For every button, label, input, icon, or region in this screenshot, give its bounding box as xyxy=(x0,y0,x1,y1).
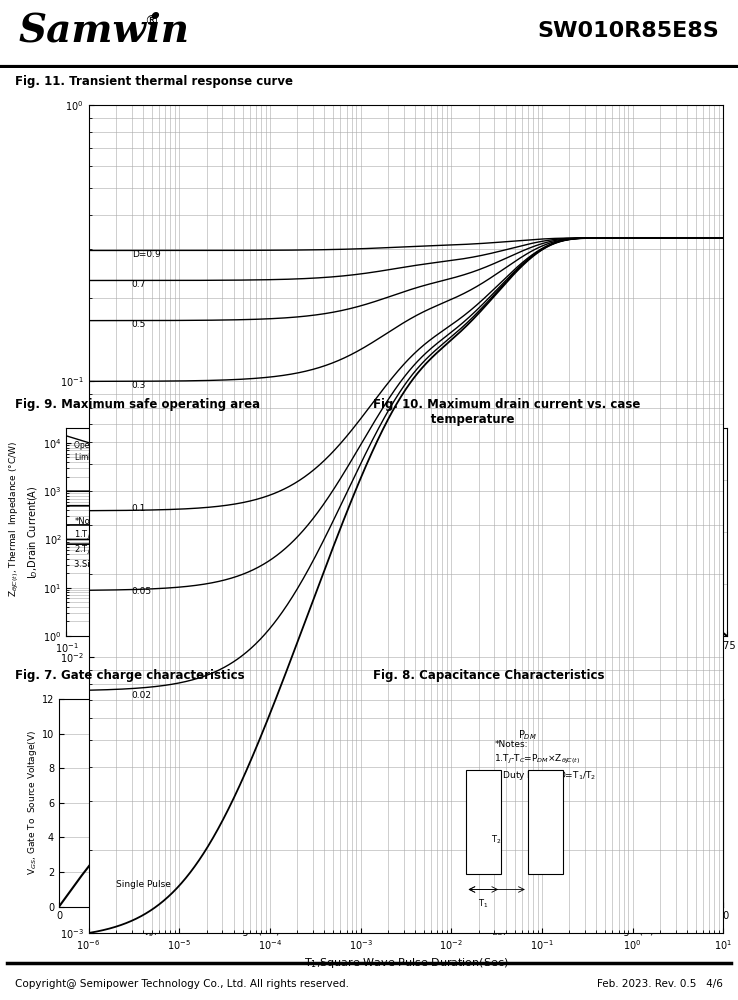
Text: Fig. 7. Gate charge characteristics: Fig. 7. Gate charge characteristics xyxy=(15,669,244,682)
X-axis label: T$_1$,Square Wave Pulse Duration(Sec): T$_1$,Square Wave Pulse Duration(Sec) xyxy=(303,956,508,970)
Text: C$_{oss}$: C$_{oss}$ xyxy=(639,806,659,820)
Text: 100us: 100us xyxy=(256,512,283,521)
Text: Single Pulse: Single Pulse xyxy=(116,880,170,889)
Text: 0.1: 0.1 xyxy=(132,504,146,513)
Text: 0.3: 0.3 xyxy=(132,381,146,390)
Text: Fig. 9. Maximum safe operating area: Fig. 9. Maximum safe operating area xyxy=(15,398,260,411)
Text: V$_{DS}$=68V,I$_D$=30A: V$_{DS}$=68V,I$_D$=30A xyxy=(142,805,227,819)
X-axis label: Tc,Case Temperature (℃): Tc,Case Temperature (℃) xyxy=(510,654,641,664)
Text: Z$_{\theta JC(t)}$, Thermal  Impedance (°C/W): Z$_{\theta JC(t)}$, Thermal Impedance (°… xyxy=(8,441,21,597)
Text: 0.5: 0.5 xyxy=(132,320,146,329)
Text: Copyright@ Semipower Technology Co., Ltd. All rights reserved.: Copyright@ Semipower Technology Co., Ltd… xyxy=(15,979,349,989)
Text: Fig. 10. Maximum drain current vs. case
              temperature: Fig. 10. Maximum drain current vs. case … xyxy=(373,398,640,426)
Text: 0.7: 0.7 xyxy=(132,280,146,289)
Y-axis label: V$_{GS}$, Gate To  Source Voltage(V): V$_{GS}$, Gate To Source Voltage(V) xyxy=(26,730,39,875)
Text: 1ms: 1ms xyxy=(226,529,245,538)
Text: DC: DC xyxy=(156,558,170,567)
X-axis label: V$_{DS}$,Drain To Source Voltage(V): V$_{DS}$,Drain To Source Voltage(V) xyxy=(139,657,293,671)
Text: 0.02: 0.02 xyxy=(132,691,152,700)
Text: Fig. 11. Transient thermal response curve: Fig. 11. Transient thermal response curv… xyxy=(15,75,293,88)
Text: Limited By R$_{DS}$: Limited By R$_{DS}$ xyxy=(75,451,132,464)
Text: *Notes:
1.T$_J$=25℃
2.T$_J$=150℃
3.Single Pulse: *Notes: 1.T$_J$=25℃ 2.T$_J$=150℃ 3.Singl… xyxy=(75,517,134,569)
Text: SW010R85E8S: SW010R85E8S xyxy=(538,21,720,41)
Text: Operation In This Area Is: Operation In This Area Is xyxy=(75,441,169,450)
Y-axis label: C (pF): C (pF) xyxy=(381,787,391,818)
Text: Feb. 2023. Rev. 0.5   4/6: Feb. 2023. Rev. 0.5 4/6 xyxy=(597,979,723,989)
Y-axis label: I$_D$,Drain Current(A): I$_D$,Drain Current(A) xyxy=(27,485,41,579)
Text: Samwin: Samwin xyxy=(18,12,190,50)
Text: C$_{iss}$: C$_{iss}$ xyxy=(646,747,664,761)
X-axis label: V$_{DS}$, Drain To Source Voltage (V): V$_{DS}$, Drain To Source Voltage (V) xyxy=(485,924,655,938)
Text: D=0.9: D=0.9 xyxy=(132,250,161,259)
Text: 0.05: 0.05 xyxy=(132,587,152,596)
Text: *Notes:
1.T$_J$-T$_C$=P$_{DM}$×Z$_{\theta JC(t)}$
2.Duty Factor D=T$_1$/T$_2$: *Notes: 1.T$_J$-T$_C$=P$_{DM}$×Z$_{\thet… xyxy=(494,740,597,782)
Text: 10us: 10us xyxy=(274,492,295,501)
Y-axis label: I$_D$,Drain Current(A): I$_D$,Drain Current(A) xyxy=(384,485,399,579)
Text: Fig. 8. Capacitance Characteristics: Fig. 8. Capacitance Characteristics xyxy=(373,669,604,682)
Text: 10ms: 10ms xyxy=(196,545,221,554)
Text: ®: ® xyxy=(144,15,158,29)
Text: C$_{rss}$: C$_{rss}$ xyxy=(639,889,658,903)
X-axis label: Q$_{g}$, Total Gate Charge (nC): Q$_{g}$, Total Gate Charge (nC) xyxy=(140,924,280,939)
